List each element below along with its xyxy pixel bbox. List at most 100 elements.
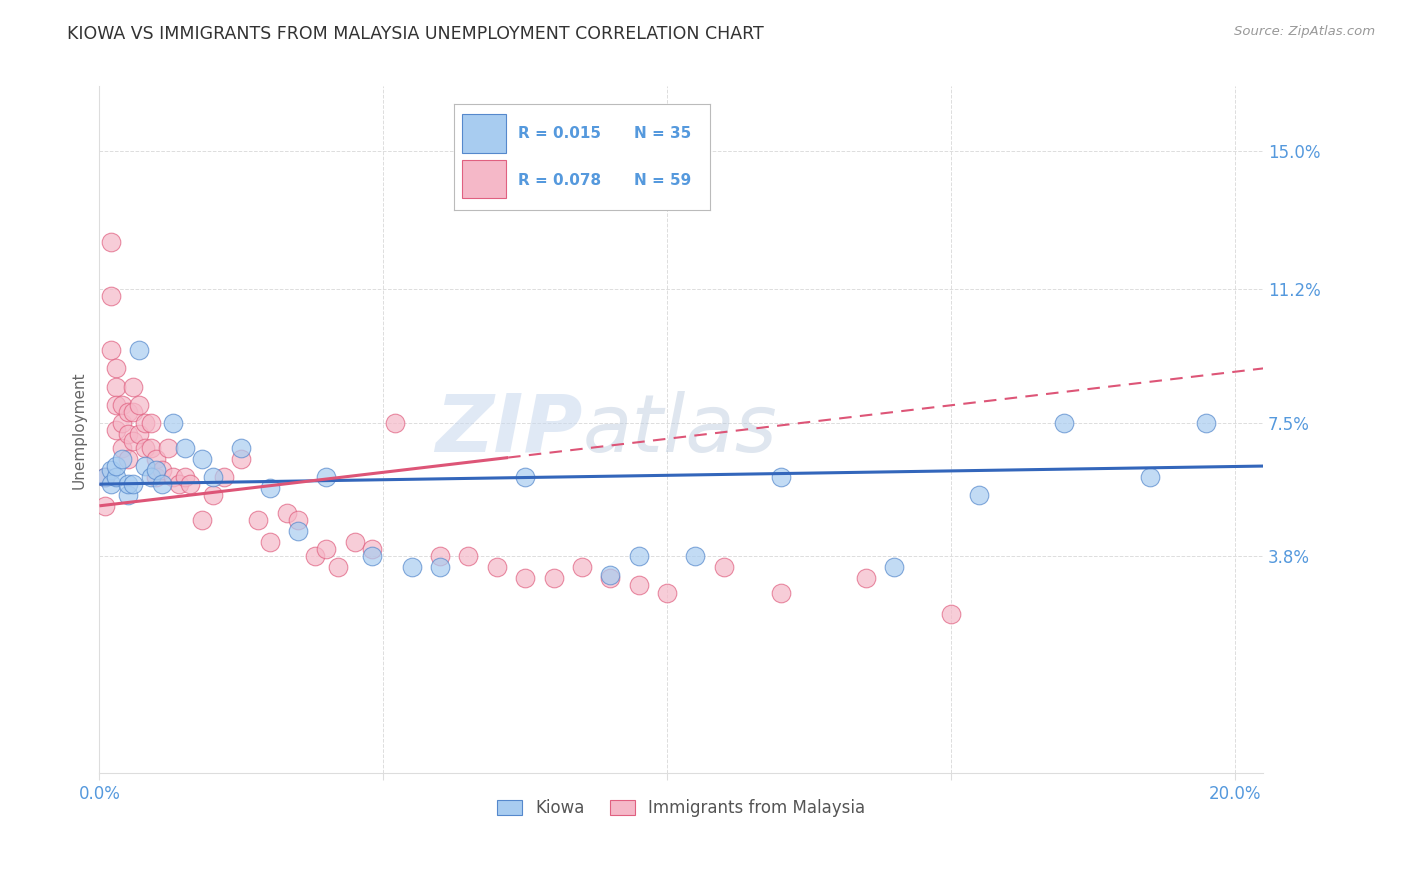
Point	[769, 470, 792, 484]
Point	[139, 416, 162, 430]
Point	[111, 451, 134, 466]
Point	[100, 235, 122, 249]
Text: atlas: atlas	[582, 391, 778, 469]
Point	[162, 416, 184, 430]
Point	[100, 343, 122, 358]
Point	[361, 549, 384, 564]
Point	[105, 379, 128, 393]
Point	[150, 477, 173, 491]
Point	[105, 361, 128, 376]
Point	[179, 477, 201, 491]
Point	[1053, 416, 1076, 430]
Point	[214, 470, 236, 484]
Point	[139, 470, 162, 484]
Point	[304, 549, 326, 564]
Point	[1195, 416, 1218, 430]
Point	[343, 535, 366, 549]
Point	[105, 470, 128, 484]
Point	[939, 607, 962, 622]
Point	[134, 458, 156, 473]
Point	[429, 560, 451, 574]
Point	[259, 481, 281, 495]
Point	[122, 434, 145, 448]
Point	[326, 560, 349, 574]
Point	[685, 549, 707, 564]
Point	[315, 542, 337, 557]
Point	[287, 524, 309, 538]
Point	[145, 451, 167, 466]
Point	[162, 470, 184, 484]
Point	[122, 477, 145, 491]
Point	[105, 458, 128, 473]
Point	[128, 426, 150, 441]
Point	[429, 549, 451, 564]
Point	[769, 585, 792, 599]
Point	[231, 441, 253, 455]
Point	[105, 423, 128, 437]
Point	[485, 560, 508, 574]
Point	[94, 499, 117, 513]
Point	[100, 463, 122, 477]
Point	[117, 488, 139, 502]
Point	[100, 289, 122, 303]
Point	[145, 470, 167, 484]
Point	[145, 463, 167, 477]
Point	[128, 343, 150, 358]
Point	[401, 560, 423, 574]
Y-axis label: Unemployment: Unemployment	[72, 371, 86, 489]
Point	[173, 441, 195, 455]
Point	[515, 470, 537, 484]
Text: ZIP: ZIP	[434, 391, 582, 469]
Point	[276, 506, 298, 520]
Point	[100, 477, 122, 491]
Point	[883, 560, 905, 574]
Point	[259, 535, 281, 549]
Point	[361, 542, 384, 557]
Point	[134, 441, 156, 455]
Point	[231, 451, 253, 466]
Point	[173, 470, 195, 484]
Point	[105, 398, 128, 412]
Point	[655, 585, 678, 599]
Point	[599, 571, 621, 585]
Point	[117, 426, 139, 441]
Point	[571, 560, 593, 574]
Point	[156, 441, 179, 455]
Point	[1139, 470, 1161, 484]
Text: KIOWA VS IMMIGRANTS FROM MALAYSIA UNEMPLOYMENT CORRELATION CHART: KIOWA VS IMMIGRANTS FROM MALAYSIA UNEMPL…	[67, 25, 765, 43]
Point	[150, 463, 173, 477]
Point	[122, 405, 145, 419]
Point	[599, 567, 621, 582]
Point	[134, 416, 156, 430]
Point	[967, 488, 990, 502]
Point	[111, 441, 134, 455]
Point	[713, 560, 735, 574]
Text: Source: ZipAtlas.com: Source: ZipAtlas.com	[1234, 25, 1375, 38]
Point	[543, 571, 565, 585]
Point	[515, 571, 537, 585]
Point	[287, 513, 309, 527]
Point	[201, 470, 224, 484]
Point	[855, 571, 877, 585]
Point	[94, 470, 117, 484]
Point	[139, 441, 162, 455]
Point	[627, 578, 650, 592]
Point	[122, 379, 145, 393]
Point	[190, 513, 212, 527]
Point	[111, 416, 134, 430]
Point	[627, 549, 650, 564]
Point	[117, 405, 139, 419]
Point	[247, 513, 270, 527]
Point	[201, 488, 224, 502]
Point	[117, 477, 139, 491]
Point	[128, 398, 150, 412]
Point	[117, 451, 139, 466]
Point	[111, 398, 134, 412]
Point	[457, 549, 479, 564]
Point	[315, 470, 337, 484]
Point	[94, 470, 117, 484]
Point	[167, 477, 190, 491]
Point	[190, 451, 212, 466]
Point	[384, 416, 406, 430]
Legend: Kiowa, Immigrants from Malaysia: Kiowa, Immigrants from Malaysia	[491, 792, 872, 823]
